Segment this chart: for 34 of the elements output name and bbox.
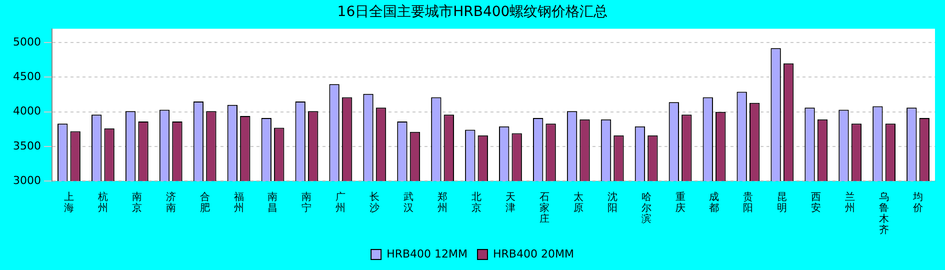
x-tick-label: 上海 xyxy=(64,191,74,214)
x-tick-label: 哈尔滨 xyxy=(641,191,652,226)
x-tick-label: 武汉 xyxy=(404,191,414,214)
y-tick-label: 5000 xyxy=(12,35,41,48)
y-tick-label: 3500 xyxy=(12,139,41,152)
x-tick-label: 昆明 xyxy=(777,192,788,214)
legend-label: HRB400 12MM xyxy=(386,247,468,260)
x-tick-label: 西安 xyxy=(811,192,822,214)
x-tick-label: 乌鲁木齐 xyxy=(879,191,890,236)
x-tick-label: 北京 xyxy=(472,191,482,214)
y-tick-label: 3000 xyxy=(12,174,41,187)
x-tick-label: 长沙 xyxy=(370,191,380,214)
x-tick-label: 均价 xyxy=(912,191,924,214)
x-tick-label: 贵阳 xyxy=(743,191,754,214)
x-tick-label: 重庆 xyxy=(675,191,686,214)
y-tick-label: 4500 xyxy=(12,70,41,84)
x-tick-label: 济南 xyxy=(166,191,176,214)
x-tick-label: 福州 xyxy=(234,191,244,214)
x-tick-label: 郑州 xyxy=(438,191,448,214)
x-tick-label: 合肥 xyxy=(200,191,210,214)
x-tick-label: 杭州 xyxy=(96,191,108,214)
chart-title: 16日全国主要城市HRB400螺纹钢价格汇总 xyxy=(337,4,608,20)
x-tick-label: 天津 xyxy=(505,192,516,214)
x-tick-label: 成都 xyxy=(709,191,720,214)
x-tick-label: 沈阳 xyxy=(607,191,618,214)
x-tick-label: 太原 xyxy=(573,191,584,214)
y-tick-label: 4000 xyxy=(12,104,41,118)
x-tick-label: 南京 xyxy=(132,191,142,214)
legend-label: HRB400 20MM xyxy=(493,247,574,260)
x-tick-label: 南宁 xyxy=(302,191,312,214)
x-tick-label: 南昌 xyxy=(268,191,278,214)
x-tick-label: 石家庄 xyxy=(539,192,550,226)
x-tick-label: 兰州 xyxy=(845,191,856,214)
x-tick-label: 广州 xyxy=(336,191,346,214)
